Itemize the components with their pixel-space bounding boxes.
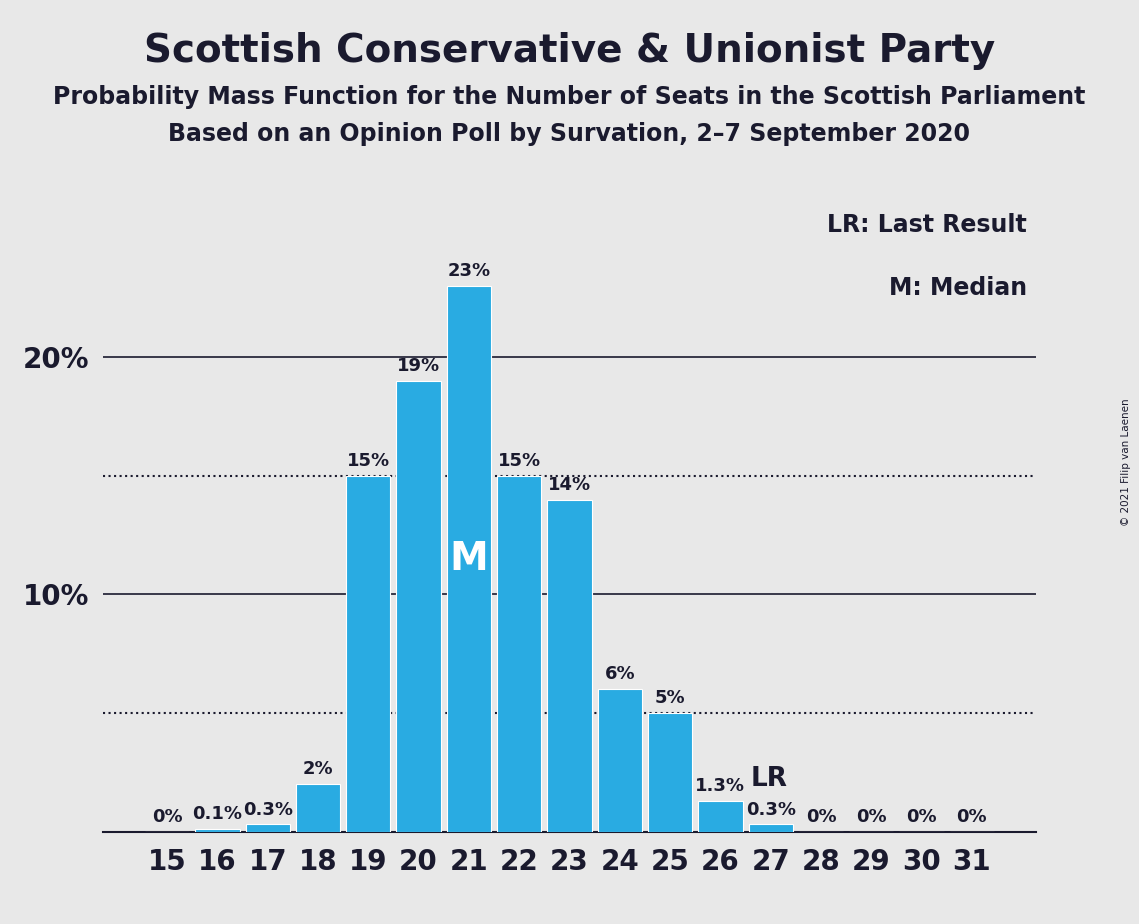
Bar xyxy=(648,713,693,832)
Text: 15%: 15% xyxy=(346,452,390,470)
Bar xyxy=(246,824,289,832)
Text: Based on an Opinion Poll by Survation, 2–7 September 2020: Based on an Opinion Poll by Survation, 2… xyxy=(169,122,970,146)
Bar xyxy=(548,500,591,832)
Text: © 2021 Filip van Laenen: © 2021 Filip van Laenen xyxy=(1121,398,1131,526)
Bar xyxy=(346,476,391,832)
Text: Scottish Conservative & Unionist Party: Scottish Conservative & Unionist Party xyxy=(144,32,995,70)
Text: M: Median: M: Median xyxy=(890,275,1027,299)
Text: Probability Mass Function for the Number of Seats in the Scottish Parliament: Probability Mass Function for the Number… xyxy=(54,85,1085,109)
Text: 0.3%: 0.3% xyxy=(243,800,293,819)
Text: 2%: 2% xyxy=(303,760,334,778)
Text: LR: Last Result: LR: Last Result xyxy=(827,213,1027,237)
Bar xyxy=(446,286,491,832)
Bar xyxy=(296,784,341,832)
Text: 14%: 14% xyxy=(548,476,591,493)
Bar xyxy=(598,689,642,832)
Text: 0.1%: 0.1% xyxy=(192,806,243,823)
Text: 0%: 0% xyxy=(957,808,988,826)
Text: 15%: 15% xyxy=(498,452,541,470)
Text: M: M xyxy=(450,540,489,578)
Text: 5%: 5% xyxy=(655,689,686,707)
Text: 1.3%: 1.3% xyxy=(696,777,745,795)
Text: 19%: 19% xyxy=(398,358,440,375)
Bar xyxy=(748,824,793,832)
Text: 0%: 0% xyxy=(805,808,836,826)
Bar xyxy=(497,476,541,832)
Text: 6%: 6% xyxy=(605,665,636,684)
Text: 23%: 23% xyxy=(448,262,491,280)
Text: 0%: 0% xyxy=(151,808,182,826)
Bar xyxy=(195,829,239,832)
Bar xyxy=(698,801,743,832)
Text: LR: LR xyxy=(751,766,787,793)
Text: 0%: 0% xyxy=(907,808,937,826)
Bar xyxy=(396,381,441,832)
Text: 0%: 0% xyxy=(857,808,886,826)
Text: 0.3%: 0.3% xyxy=(746,800,796,819)
